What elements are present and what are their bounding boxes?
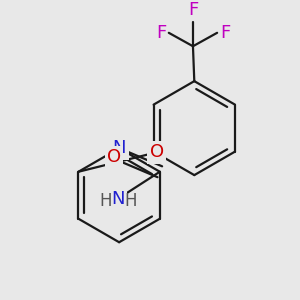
Text: F: F: [156, 24, 166, 42]
Text: H: H: [100, 192, 112, 210]
Text: N: N: [111, 190, 125, 208]
Text: N: N: [112, 139, 126, 157]
Text: O: O: [107, 148, 121, 166]
Text: F: F: [188, 2, 198, 20]
Text: O: O: [150, 143, 164, 161]
Text: H: H: [124, 192, 136, 210]
Text: F: F: [220, 24, 230, 42]
